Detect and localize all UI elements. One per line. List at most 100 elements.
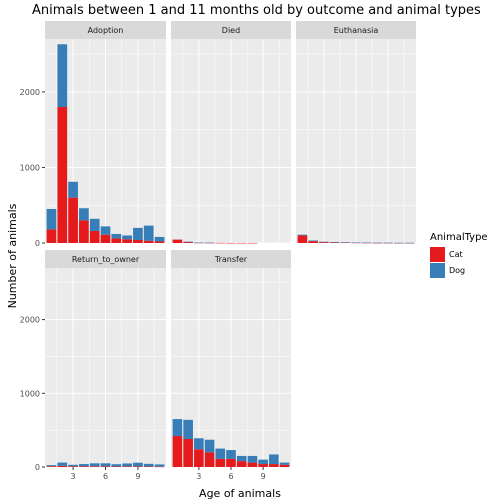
bar-dog: [111, 233, 122, 239]
bar-cat: [143, 240, 154, 243]
bar-dog: [143, 463, 154, 467]
legend-label-cat: Cat: [449, 250, 463, 259]
bar-dog: [383, 242, 393, 244]
facet-strip: [171, 250, 291, 268]
bar-cat: [122, 466, 132, 467]
bar-cat: [122, 239, 132, 243]
bar-cat: [279, 464, 290, 467]
x-tick-label: 9: [261, 472, 266, 481]
legend-title: AnimalType: [430, 232, 488, 243]
bar-dog: [194, 438, 204, 450]
bar-dog: [89, 218, 100, 231]
bar-cat: [57, 465, 68, 467]
x-tick-label: 9: [135, 472, 140, 481]
bar-dog: [79, 208, 89, 221]
y-axis-top-row: 0 1000 2000: [20, 88, 45, 248]
bar-dog: [297, 234, 308, 236]
bar-cat: [236, 242, 247, 244]
y-tick-label: 1000: [20, 163, 40, 172]
bar-cat: [247, 242, 258, 244]
panel-transfer: Transfer: [171, 250, 291, 468]
bar-cat: [133, 466, 143, 467]
bar-cat: [226, 458, 236, 467]
bar-dog: [204, 439, 215, 453]
bar-cat: [68, 197, 78, 243]
facet-strip-label: Transfer: [214, 255, 248, 264]
bar-cat: [236, 461, 247, 467]
bar-cat: [46, 229, 57, 243]
bar-cat: [247, 462, 258, 467]
y-axis-bottom-row: 0 1000 2000: [20, 316, 45, 472]
bar-dog: [100, 226, 111, 235]
bar-cat: [154, 241, 165, 243]
x-tick-label: 6: [228, 472, 233, 481]
bar-dog: [111, 464, 122, 467]
bar-dog: [372, 242, 383, 244]
bar-dog: [133, 462, 143, 467]
bar-dog: [329, 242, 340, 243]
panel-adoption: Adoption: [45, 21, 166, 244]
bar-cat: [183, 438, 193, 467]
bar-cat: [79, 466, 89, 467]
bar-dog: [172, 419, 183, 437]
bar-cat: [215, 458, 226, 467]
legend-key-dog: [430, 263, 445, 278]
facet-strip-label: Return_to_owner: [72, 255, 140, 264]
bar-dog: [394, 242, 404, 244]
x-tick-label: 3: [196, 472, 201, 481]
bar-dog: [143, 225, 154, 241]
y-tick-label: 2000: [20, 316, 40, 325]
facet-strip-label: Euthanasia: [334, 26, 379, 35]
bar-cat: [308, 241, 318, 243]
bar-cat: [46, 466, 57, 467]
bar-cat: [57, 107, 68, 243]
bar-dog: [154, 236, 165, 242]
bar-cat: [111, 466, 122, 467]
y-axis-title: Number of animals: [6, 203, 19, 308]
bar-dog: [194, 242, 204, 244]
bar-dog: [79, 464, 89, 467]
bar-dog: [68, 464, 78, 467]
bar-dog: [89, 463, 100, 467]
bar-cat: [89, 466, 100, 467]
bar-cat: [89, 230, 100, 243]
legend-label-dog: Dog: [449, 266, 465, 275]
bar-cat: [258, 464, 268, 467]
bar-cat: [133, 239, 143, 243]
facet-strip: [45, 21, 166, 39]
bar-dog: [319, 241, 329, 243]
y-tick-label: 0: [35, 239, 40, 248]
legend: AnimalType Cat Dog: [430, 232, 488, 278]
bar-dog: [122, 463, 132, 467]
bar-cat: [226, 242, 236, 244]
bar-dog: [46, 209, 57, 230]
x-tick-label: 3: [71, 472, 76, 481]
bar-dog: [404, 242, 415, 244]
bar-cat: [297, 235, 308, 243]
bar-dog: [100, 463, 111, 467]
bar-dog: [236, 455, 247, 462]
bar-dog: [269, 454, 279, 465]
bar-dog: [57, 44, 68, 107]
bar-cat: [172, 239, 183, 243]
x-axis: 3 6 9 3 6 9: [71, 467, 266, 481]
bar-dog: [154, 464, 165, 467]
bar-cat: [340, 242, 351, 244]
bar-dog: [247, 455, 258, 463]
bar-dog: [204, 242, 215, 244]
facet-strip: [45, 250, 166, 268]
bar-dog: [68, 181, 78, 198]
bar-cat: [329, 242, 340, 243]
facet-strip-label: Adoption: [88, 26, 124, 35]
bar-dog: [258, 459, 268, 465]
facet-strip: [296, 21, 416, 39]
y-tick-label: 2000: [20, 88, 40, 97]
panel-euthanasia: Euthanasia: [296, 21, 416, 244]
bar-cat: [194, 449, 204, 467]
legend-key-cat: [430, 247, 445, 262]
bar-dog: [215, 448, 226, 459]
bar-cat: [319, 242, 329, 243]
bar-cat: [172, 436, 183, 467]
y-tick-label: 0: [35, 463, 40, 472]
